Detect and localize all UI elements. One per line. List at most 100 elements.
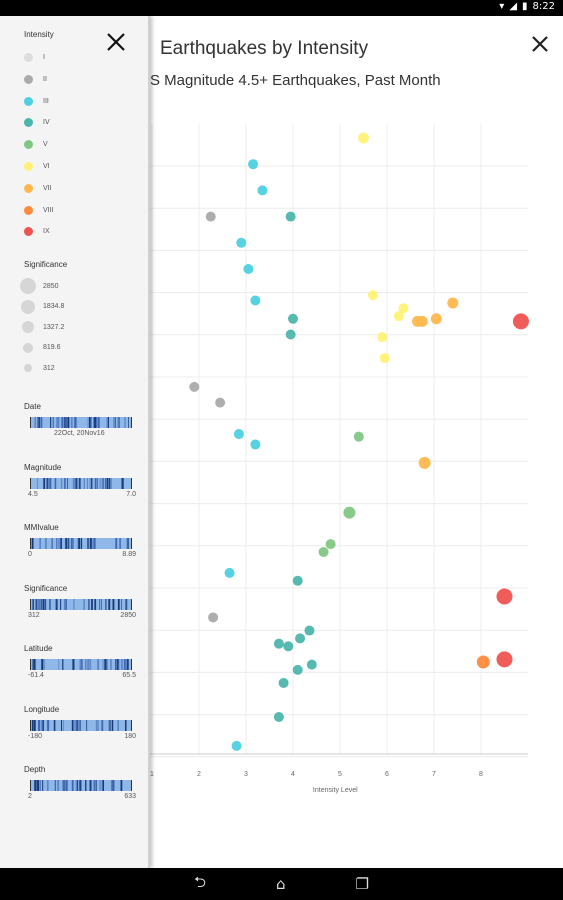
data-point xyxy=(257,185,268,196)
range-filter[interactable]: Significance 312 2850 xyxy=(24,584,136,624)
legend-swatch xyxy=(24,74,33,84)
range-filter[interactable]: Date 22Oct, 20Nov16 xyxy=(24,402,136,442)
filter-min: -61.4 xyxy=(28,672,44,679)
nav-bar: ⮌ ⌂ ❐ xyxy=(0,868,563,900)
x-tick-label: 5 xyxy=(338,771,342,778)
filter-max: 180 xyxy=(124,732,136,740)
significance-legend-item: 312 xyxy=(20,364,55,372)
data-point xyxy=(447,297,459,309)
size-swatch xyxy=(23,342,33,353)
range-filter[interactable]: Depth 2 633 xyxy=(24,765,136,805)
battery-icon: ▮ xyxy=(522,1,528,12)
data-point xyxy=(496,588,513,605)
range-filter[interactable]: Latitude -61.4 65.5 xyxy=(24,644,136,684)
filter-label: Date xyxy=(24,402,41,411)
filter-histogram-bar[interactable] xyxy=(30,538,132,549)
intensity-legend-item: IX xyxy=(24,227,50,237)
close-sidebar-icon[interactable] xyxy=(105,31,127,53)
filter-histogram-bar[interactable] xyxy=(30,780,132,791)
data-point xyxy=(418,456,431,469)
data-point xyxy=(273,712,284,723)
data-point xyxy=(304,625,315,636)
filter-max: 633 xyxy=(124,793,136,800)
data-point xyxy=(285,211,296,222)
intensity-legend-title: Intensity xyxy=(24,30,54,39)
filter-min: 0 xyxy=(28,551,32,558)
back-icon[interactable]: ⮌ xyxy=(194,872,207,891)
x-tick-label: 8 xyxy=(479,771,483,778)
data-point xyxy=(248,159,259,170)
significance-legend-title: Significance xyxy=(24,260,68,269)
data-point xyxy=(189,381,200,392)
data-point xyxy=(205,211,216,222)
legend-label: 1327.2 xyxy=(43,323,65,331)
data-point xyxy=(379,353,390,364)
data-point xyxy=(224,567,235,578)
significance-legend-item: 1834.8 xyxy=(20,299,65,314)
home-icon[interactable]: ⌂ xyxy=(276,875,286,893)
filter-min: 2 xyxy=(28,793,32,800)
filter-range-text: 22Oct, 20Nov16 xyxy=(54,430,105,437)
data-point xyxy=(215,397,226,408)
data-point xyxy=(243,264,254,274)
filter-max: 7.0 xyxy=(126,490,136,498)
legend-label: III xyxy=(43,97,49,105)
data-point xyxy=(208,612,219,623)
legend-label: VII xyxy=(43,184,52,192)
data-point xyxy=(285,329,296,340)
intensity-legend-item: I xyxy=(24,53,45,62)
data-point xyxy=(398,303,409,314)
data-point xyxy=(306,659,317,670)
filter-histogram-bar[interactable] xyxy=(30,598,132,610)
intensity-legend-item: III xyxy=(24,96,49,106)
data-point xyxy=(292,575,303,586)
data-point xyxy=(295,633,306,644)
legend-swatch xyxy=(24,227,33,237)
status-bar: ▾ ◢ ▮ 8:22 xyxy=(0,0,563,16)
filter-histogram-bar[interactable] xyxy=(30,659,132,670)
x-tick-label: 3 xyxy=(244,771,248,778)
significance-legend-item: 2850 xyxy=(20,278,59,294)
intensity-legend-item: VIII xyxy=(24,205,54,215)
data-point xyxy=(476,655,490,669)
intensity-legend-item: VII xyxy=(24,183,52,193)
data-point xyxy=(343,506,356,519)
legend-swatch xyxy=(24,96,33,106)
legend-swatch xyxy=(24,118,33,128)
range-filter[interactable]: MMIvalue 0 8.89 xyxy=(24,523,136,563)
legend-label: V xyxy=(43,141,48,149)
data-point xyxy=(292,664,303,675)
range-filter[interactable]: Longitude -180 180 xyxy=(24,705,136,745)
page-subtitle: S Magnitude 4.5+ Earthquakes, Past Month xyxy=(150,72,441,89)
data-point xyxy=(325,539,336,550)
legend-swatch xyxy=(24,205,33,215)
page-title: Earthquakes by Intensity xyxy=(160,38,369,59)
filter-label: MMIvalue xyxy=(24,523,59,532)
legend-label: II xyxy=(43,75,47,83)
data-point xyxy=(318,546,329,557)
range-filter[interactable]: Magnitude 4.5 7.0 xyxy=(24,463,136,503)
recents-icon[interactable]: ❐ xyxy=(355,875,369,893)
filter-histogram-bar[interactable] xyxy=(30,719,132,731)
filter-max: 2850 xyxy=(120,611,136,619)
data-point xyxy=(231,740,242,751)
data-point xyxy=(250,295,261,306)
legend-label: 1834.8 xyxy=(43,303,65,310)
legend-label: IX xyxy=(43,228,50,236)
data-point xyxy=(512,313,529,330)
filter-min: -180 xyxy=(28,732,43,740)
filter-histogram-bar[interactable] xyxy=(30,417,132,428)
close-icon[interactable] xyxy=(528,32,552,56)
filter-max: 65.5 xyxy=(122,672,136,679)
legend-label: I xyxy=(43,54,45,61)
legend-swatch xyxy=(24,140,33,150)
scatter-chart: 1 2 3 4 5 6 7 8 Intensity Level xyxy=(150,124,529,794)
legend-swatch xyxy=(24,162,33,171)
data-point xyxy=(250,439,261,450)
size-swatch xyxy=(20,278,36,294)
filter-histogram-bar[interactable] xyxy=(30,477,132,489)
data-point xyxy=(377,332,388,343)
legend-label: VI xyxy=(43,163,50,170)
data-point xyxy=(416,315,428,327)
legend-swatch xyxy=(24,53,33,62)
